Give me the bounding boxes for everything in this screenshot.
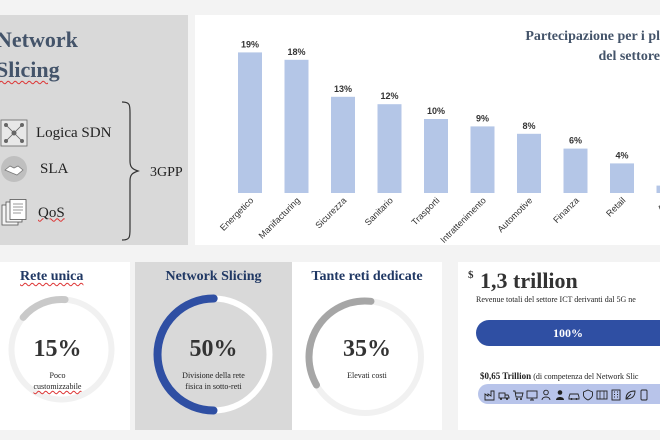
revenue-panel: $ 1,3 trillion Revenue totali del settor… (458, 262, 660, 430)
bar-retail (610, 163, 634, 193)
car-icon (568, 388, 580, 400)
monitor-icon (526, 388, 538, 401)
item-qos: QoS (0, 195, 65, 231)
leaf-icon (624, 388, 636, 400)
bar-finanza (563, 148, 588, 193)
bar-value-label: 18% (287, 47, 305, 57)
item-label: SLA (40, 160, 69, 177)
card-description: Elevati costi (292, 370, 442, 381)
building-icon (610, 388, 622, 401)
item-label: Logica SDN (36, 124, 112, 141)
doctor-icon (554, 388, 566, 400)
category-label: Intrattenimento (438, 195, 488, 245)
chart-title-line-1: Partecipazione per i pl (525, 29, 660, 44)
bar-value-label: 19% (241, 39, 259, 49)
category-label: Energetico (218, 195, 255, 232)
card-description: Poco customizzabile (0, 370, 115, 392)
chart-panel: Partecipazione per i pl del settore 19% E… (195, 15, 660, 245)
item-sla: SLA (0, 151, 68, 187)
desc-line-2: customizzabile (33, 382, 82, 391)
percent-label: 35% (343, 336, 391, 362)
card-description: Divisione della rete fisica in sotto-ret… (135, 370, 292, 392)
desc-line-1: Elevati costi (347, 371, 387, 380)
currency-symbol: $ (468, 269, 474, 281)
category-label: Sicurezza (313, 195, 348, 230)
network-slicing-panel: Network Slicing Logica SDN SLA (0, 15, 188, 245)
progress-label: 100% (553, 326, 583, 340)
sector-icons-bar (478, 384, 660, 404)
bar-value-label: 4% (615, 150, 628, 160)
network-slicing-share: $0,65 Trillion (di competenza del Networ… (480, 371, 638, 381)
revenue-amount: 1,3 trillion (480, 268, 578, 293)
film-icon (596, 388, 608, 400)
item-label: QoS (38, 204, 65, 221)
title-line-2: Slicing (0, 57, 60, 82)
card-tante-reti: Tante reti dedicate 35% Elevati costi (292, 262, 442, 430)
desc-line-1: Poco (49, 371, 66, 380)
donut-arc (305, 297, 425, 417)
panel-title: Network Slicing (0, 25, 188, 85)
documents-icon (0, 199, 28, 227)
donut-chart (153, 294, 274, 415)
category-label: Retail (604, 195, 627, 218)
donut-arc (153, 294, 274, 415)
desc-line-2: fisica in sotto-reti (185, 382, 242, 391)
card-title: Tante reti dedicate (311, 269, 423, 284)
bar-chart: 19% Energetico 18% Manifacturing 13% Sicurezz… (218, 39, 660, 245)
category-label: Trasporti (409, 195, 441, 227)
shield-icon (582, 388, 594, 401)
bar-intrattenimento (470, 126, 495, 193)
bar-value-label: 10% (427, 106, 445, 116)
card-network-slicing: Network Slicing 50% Divisione della rete… (135, 262, 292, 430)
revenue-description: Revenue totali del settore ICT derivanti… (476, 295, 636, 304)
bar-value-label: 8% (522, 121, 535, 131)
bar-value-label: 12% (380, 91, 398, 101)
revenue-progress-bar: 100% (476, 320, 660, 346)
person-icon (540, 388, 552, 401)
donut-chart (8, 296, 115, 403)
category-label: Automotive (496, 195, 535, 234)
network-icon (0, 119, 28, 147)
donut-chart (305, 297, 425, 417)
bar-trasporti (424, 119, 448, 193)
phone-icon (638, 388, 650, 401)
group-brace (121, 101, 140, 241)
category-label: Agri (656, 195, 660, 213)
chart-title-line-2: del settore (598, 49, 660, 64)
title-line-1: Network (0, 27, 78, 52)
category-label: Sanitario (363, 195, 395, 227)
bar-sanitario (377, 104, 402, 193)
bar-manifacturing (284, 59, 309, 193)
item-logica-sdn: Logica SDN (0, 115, 111, 151)
card-rete-unica: Rete unica 15% Poco customizzabile (0, 262, 130, 430)
bar-agri (656, 185, 660, 193)
category-label: Finanza (551, 195, 581, 225)
group-label: 3GPP (150, 165, 183, 180)
truck-icon (498, 388, 510, 400)
percent-label: 15% (33, 336, 82, 362)
bar-energetico (238, 52, 262, 194)
cart-icon (512, 388, 524, 400)
bar-value-label: 13% (334, 84, 352, 94)
ns-amount: $0,65 Trillion (480, 371, 532, 381)
card-title: Rete unica (20, 269, 84, 284)
handshake-icon (0, 155, 28, 183)
percent-label: 50% (189, 336, 238, 362)
donut-arc (8, 296, 115, 403)
card-title: Network Slicing (165, 269, 262, 284)
factory-icon (484, 388, 496, 401)
ns-text: (di competenza del Network Slic (531, 372, 639, 381)
bar-value-label: 6% (569, 136, 582, 146)
bar-value-label: 9% (476, 113, 489, 123)
bar-sicurezza (331, 96, 355, 193)
chart-title: Partecipazione per i pl del settore (525, 27, 660, 67)
bar-automotive (517, 133, 541, 193)
category-label: Manifacturing (257, 195, 302, 240)
desc-line-1: Divisione della rete (182, 371, 245, 380)
